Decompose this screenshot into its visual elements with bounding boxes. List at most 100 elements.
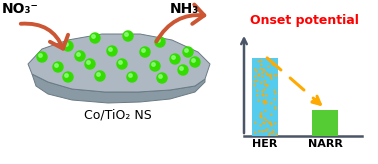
Bar (252, 58, 278, 136)
Point (260, 68, 266, 70)
Point (256, 73, 262, 76)
Point (263, 84, 270, 86)
Circle shape (178, 65, 188, 75)
Circle shape (140, 47, 150, 57)
Point (260, 93, 266, 96)
Point (268, 76, 274, 79)
Point (262, 72, 268, 74)
Circle shape (125, 33, 128, 36)
Point (252, 121, 258, 123)
Text: NARR: NARR (308, 139, 342, 149)
Point (272, 106, 278, 109)
Circle shape (159, 75, 162, 78)
Point (264, 73, 270, 75)
Circle shape (127, 72, 137, 82)
Point (254, 89, 260, 92)
Point (256, 130, 262, 133)
Point (267, 131, 273, 133)
Point (252, 131, 258, 133)
Text: NO₃⁻: NO₃⁻ (2, 2, 39, 16)
Circle shape (53, 62, 63, 72)
Point (262, 118, 268, 121)
Point (263, 101, 269, 104)
Point (258, 116, 264, 119)
Circle shape (37, 52, 47, 62)
Point (254, 94, 260, 96)
Point (265, 65, 271, 68)
Point (257, 67, 263, 69)
Point (261, 102, 267, 104)
Point (268, 102, 274, 105)
Circle shape (172, 56, 175, 59)
Polygon shape (32, 74, 205, 103)
Point (264, 128, 270, 131)
Point (259, 93, 265, 95)
Point (251, 79, 257, 82)
Circle shape (92, 35, 95, 38)
Point (259, 75, 265, 77)
Circle shape (119, 61, 122, 64)
Point (254, 79, 260, 81)
Circle shape (65, 43, 68, 46)
Text: HER: HER (252, 139, 278, 149)
Circle shape (109, 48, 112, 51)
Point (259, 71, 265, 74)
Circle shape (150, 61, 160, 71)
Text: NH₃: NH₃ (170, 2, 199, 16)
Circle shape (117, 59, 127, 69)
Point (257, 123, 263, 126)
Circle shape (129, 74, 132, 77)
Text: Co/TiO₂ NS: Co/TiO₂ NS (84, 108, 152, 121)
Point (273, 133, 279, 135)
Point (257, 112, 263, 115)
Point (258, 59, 264, 62)
Point (256, 72, 262, 75)
Bar (312, 110, 338, 136)
Circle shape (142, 49, 145, 52)
Point (260, 100, 266, 102)
Point (270, 132, 276, 134)
Circle shape (170, 54, 180, 64)
Point (259, 90, 265, 93)
Point (266, 73, 272, 76)
Point (267, 75, 273, 78)
FancyArrowPatch shape (21, 24, 68, 49)
Point (268, 124, 274, 126)
Circle shape (185, 49, 188, 52)
Circle shape (157, 73, 167, 83)
Point (262, 108, 268, 111)
Point (268, 123, 274, 126)
Point (262, 83, 268, 85)
Point (262, 88, 268, 90)
Point (260, 121, 266, 123)
Point (266, 133, 272, 135)
Circle shape (180, 67, 183, 70)
Circle shape (63, 72, 73, 82)
Point (255, 60, 261, 63)
Point (270, 63, 276, 65)
Polygon shape (28, 34, 210, 92)
Point (272, 106, 278, 109)
Point (262, 99, 268, 101)
Circle shape (123, 31, 133, 41)
Point (268, 113, 274, 115)
Point (257, 115, 263, 118)
Point (273, 92, 279, 95)
Circle shape (65, 74, 68, 77)
Point (273, 73, 279, 76)
Point (266, 121, 272, 123)
Point (271, 73, 277, 76)
Circle shape (97, 73, 100, 76)
Circle shape (63, 41, 73, 51)
Circle shape (152, 63, 155, 66)
Circle shape (77, 53, 80, 56)
Point (260, 100, 266, 103)
Circle shape (55, 64, 58, 67)
Point (251, 84, 257, 86)
FancyArrowPatch shape (156, 5, 204, 41)
Point (253, 70, 259, 72)
Point (263, 94, 269, 97)
Circle shape (39, 54, 42, 57)
Circle shape (192, 59, 195, 62)
Point (261, 69, 267, 72)
